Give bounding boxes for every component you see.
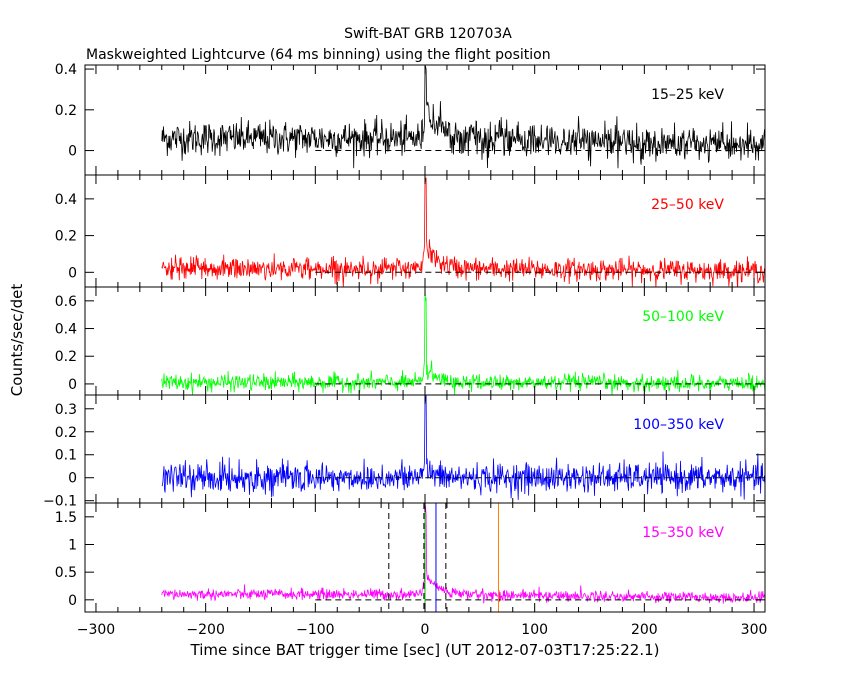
- y-tick-label: −0.1: [43, 494, 77, 510]
- y-tick-label: 0: [68, 377, 77, 393]
- y-tick-label: 0.3: [55, 402, 77, 418]
- y-tick-label: 0.4: [55, 62, 77, 78]
- y-tick-label: 0.2: [55, 349, 77, 365]
- x-axis: −300 −200 −100 0 100 200 300: [77, 622, 768, 638]
- y-axis-label: Counts/sec/det: [8, 284, 26, 397]
- band-label: 15–25 keV: [651, 87, 724, 103]
- panel-4: −0.1 0 0.1 0.2 0.3 100–350 keV: [43, 394, 766, 510]
- band-label: 50–100 keV: [642, 309, 724, 325]
- y-tick-label: 0.4: [55, 192, 77, 208]
- x-tick-label: −300: [77, 622, 115, 638]
- y-tick-label: 0.6: [55, 294, 77, 310]
- series-line: [161, 289, 765, 395]
- y-tick-label: 0.2: [55, 425, 77, 441]
- x-tick-label: −200: [186, 622, 224, 638]
- y-tick-label: 0: [68, 265, 77, 281]
- series-line: [161, 504, 765, 604]
- y-tick-label: 0.2: [55, 229, 77, 245]
- y-tick-label: 0.5: [55, 565, 77, 581]
- band-label: 100–350 keV: [633, 417, 724, 433]
- series-line: [161, 395, 765, 500]
- x-tick-label: 300: [741, 622, 768, 638]
- y-tick-label: 0: [68, 593, 77, 609]
- series-line: [161, 66, 765, 169]
- x-tick-label: −100: [296, 622, 334, 638]
- x-tick-label: 100: [521, 622, 548, 638]
- panel-5: 0 0.5 1 1.5 15–350 keV: [55, 502, 766, 613]
- y-tick-label: 0.4: [55, 322, 77, 338]
- x-tick-label: 0: [421, 622, 430, 638]
- y-tick-label: 1.5: [55, 510, 77, 526]
- y-tick-label: 0: [68, 144, 77, 160]
- panel-3: 0 0.2 0.4 0.6 50–100 keV: [55, 286, 766, 396]
- y-tick-label: 0.1: [55, 448, 77, 464]
- series-line: [161, 175, 765, 287]
- band-label: 25–50 keV: [651, 197, 724, 213]
- chart-subtitle: Maskweighted Lightcurve (64 ms binning) …: [86, 47, 551, 63]
- panel-2: 0 0.2 0.4 25–50 keV: [55, 174, 766, 288]
- y-tick-label: 0: [68, 471, 77, 487]
- x-axis-label: Time since BAT trigger time [sec] (UT 20…: [190, 641, 660, 659]
- y-tick-label: 1: [68, 537, 77, 553]
- panel-1: 0 0.2 0.4 15–25 keV: [55, 62, 766, 176]
- chart-title: Swift-BAT GRB 120703A: [344, 26, 512, 42]
- band-label: 15–350 keV: [642, 525, 724, 541]
- y-tick-label: 0.2: [55, 103, 77, 119]
- x-tick-label: 200: [631, 622, 658, 638]
